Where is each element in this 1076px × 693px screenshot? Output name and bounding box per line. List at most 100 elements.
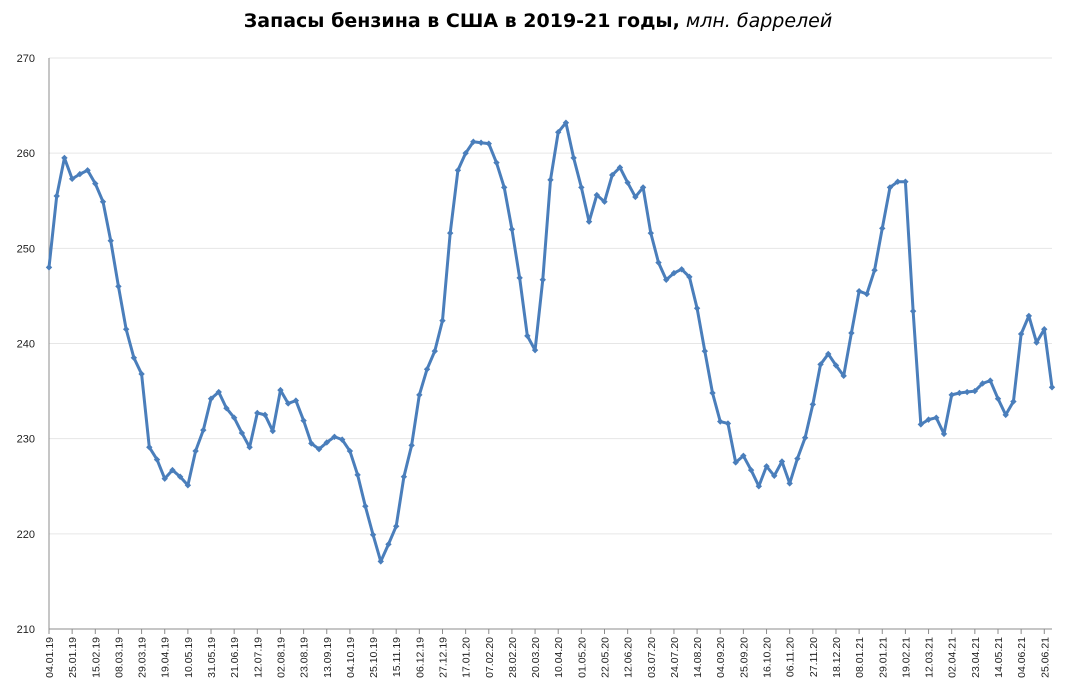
data-point [832,362,840,369]
data-point [971,387,979,395]
data-point [894,178,901,185]
x-tick-label: 02.08.19 [275,637,287,678]
x-tick-label: 04.01.19 [44,637,56,678]
x-tick-label: 15.02.19 [90,637,102,678]
data-point [578,184,585,191]
data-point [593,191,600,199]
data-point [1017,330,1025,338]
data-point [92,180,99,187]
x-tick-label: 19.02.21 [900,637,912,678]
x-tick-label: 14.08.20 [692,637,704,678]
x-tick-label: 13.09.19 [322,637,334,678]
data-point [570,154,577,162]
data-point [740,452,747,459]
data-point [99,198,107,205]
data-point [778,458,786,465]
data-point [809,401,817,408]
data-point [423,365,431,373]
x-tick-label: 12.06.20 [623,637,635,678]
data-point [1033,339,1040,346]
data-point [161,475,168,482]
x-tick-label: 28.02.20 [507,637,519,678]
grid-lines [49,57,1052,535]
data-point [184,482,192,489]
data-point [315,445,323,453]
data-point [308,440,315,447]
data-point [176,473,184,480]
x-tick-label: 25.10.19 [368,637,380,678]
x-tick-label: 23.08.19 [299,637,311,678]
data-point [601,198,608,205]
data-point [879,225,886,232]
x-tick-label: 25.09.20 [738,637,750,678]
data-point [825,350,832,358]
data-point [477,139,485,146]
data-point [755,483,763,490]
data-point [848,329,855,337]
data-point [362,503,369,510]
y-tick-label-240: 240 [17,339,35,351]
data-point [323,439,330,446]
data-point [655,259,662,266]
data-point [902,178,909,185]
data-point [292,397,300,404]
x-tick-label: 25.01.19 [67,637,79,678]
data-point [284,400,292,407]
data-point [200,426,207,434]
data-point [122,326,130,333]
data-point [1048,384,1056,391]
data-point [786,480,793,487]
data-point [138,370,145,378]
y-tick-label-210: 210 [17,624,35,636]
x-tick-label: 20.03.20 [530,637,542,678]
x-tick-label: 08.03.19 [113,637,125,678]
data-point [886,184,894,191]
series-line [47,121,1054,563]
data-point [979,380,986,387]
data-point [763,463,770,470]
data-point [585,218,593,225]
data-point [632,193,639,201]
data-point [817,361,824,368]
data-point [246,444,253,451]
x-tick-label: 10.05.19 [183,637,195,678]
y-tick-label-270: 270 [17,53,35,65]
data-point [1041,326,1048,333]
data-point [254,409,261,417]
x-tick-label: 27.12.19 [437,637,449,678]
data-point [508,226,516,233]
data-point [948,391,955,399]
data-point [238,429,246,437]
data-point [400,473,408,480]
chart-title-unit: млн. баррелей [685,10,833,32]
data-point [863,290,871,298]
data-point [115,283,122,290]
data-point [686,273,693,281]
data-point [269,427,276,435]
x-tick-label: 16.10.20 [762,637,774,678]
x-tick-label: 12.03.21 [924,637,936,678]
data-point [346,447,354,455]
x-tick-label: 14.05.21 [993,637,1005,678]
data-point [1010,398,1017,405]
data-point [369,531,377,538]
x-tick-label: 04.06.21 [1016,637,1028,678]
data-point [68,175,76,183]
data-point [146,444,153,451]
data-point [709,389,716,397]
data-point [300,417,307,424]
data-point [470,138,477,145]
data-point [230,414,238,421]
data-point [261,411,269,419]
data-point [215,388,222,396]
data-point [61,154,68,162]
data-point [53,192,60,200]
data-point [909,307,917,315]
data-point [794,455,801,462]
series [45,119,1056,565]
x-tick-label: 07.02.20 [484,637,496,678]
x-tick-label: 31.05.19 [206,637,218,678]
chart-title: Запасы бензина в США в 2019-21 годы, млн… [0,10,1076,32]
data-point [1002,411,1009,419]
chart-title-main: Запасы бензина в США в 2019-21 годы, [243,10,680,32]
